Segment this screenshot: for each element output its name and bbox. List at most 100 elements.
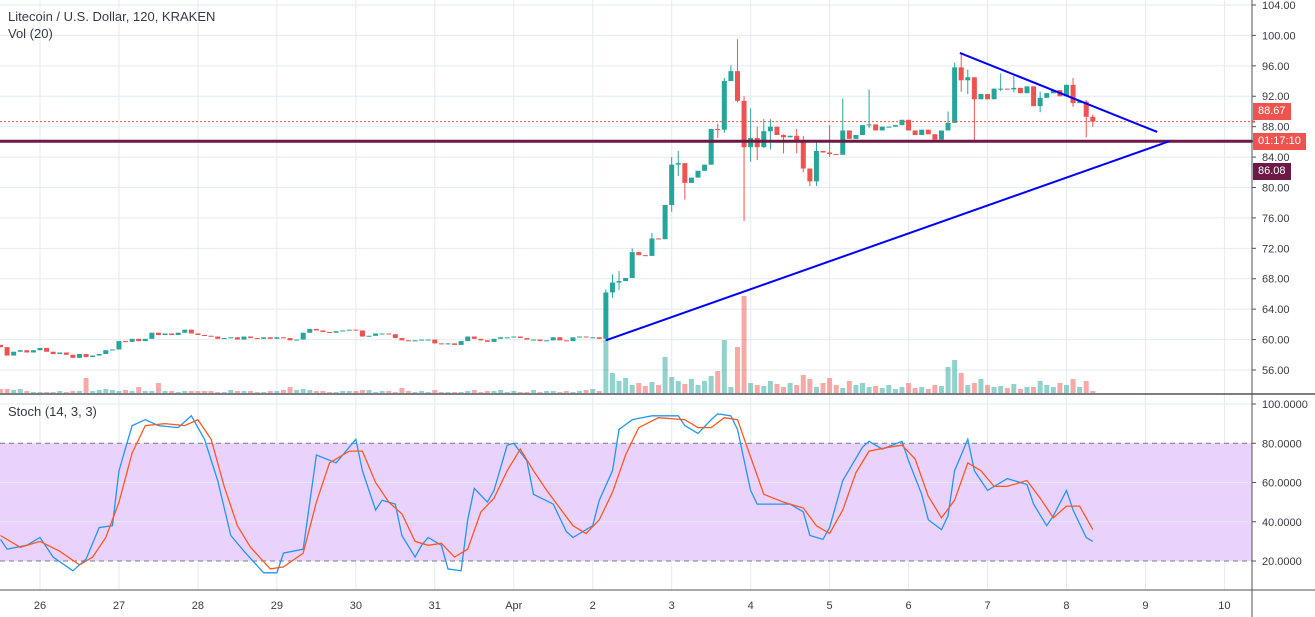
candle-up xyxy=(991,88,997,100)
volume-bar xyxy=(636,383,642,393)
volume-bar xyxy=(24,391,30,393)
volume-bar xyxy=(998,386,1004,393)
candle-up xyxy=(544,340,550,342)
price-tick-label: 88.00 xyxy=(1262,122,1290,134)
time-tick-label: 31 xyxy=(429,600,441,612)
volume-bar xyxy=(280,390,286,393)
candle-down xyxy=(1031,86,1037,107)
candle-up xyxy=(531,339,536,341)
candle-up xyxy=(892,125,898,127)
last-price-label: 88.67 xyxy=(1253,103,1291,120)
volume-bar xyxy=(952,360,958,393)
candle-down xyxy=(912,130,918,136)
candle-up xyxy=(787,135,793,138)
stoch-band-fill xyxy=(0,443,1252,561)
candle-up xyxy=(294,339,300,341)
volume-bar xyxy=(985,385,991,393)
volume-bar xyxy=(879,388,885,393)
candle-down xyxy=(1070,84,1076,104)
candle-up xyxy=(458,341,464,345)
candle-down xyxy=(208,335,214,337)
volume-bars xyxy=(0,296,1096,393)
candle-up xyxy=(938,130,944,140)
volume-bar xyxy=(353,391,359,393)
time-tick-label: 7 xyxy=(984,600,990,612)
time-tick-label: 27 xyxy=(113,600,125,612)
volume-bar xyxy=(188,391,194,393)
volume-bar xyxy=(109,390,115,393)
volume-bar xyxy=(399,388,405,393)
volume-bar xyxy=(748,383,754,393)
volume-bar xyxy=(37,392,43,393)
volume-bar xyxy=(57,391,63,393)
candle-down xyxy=(123,341,129,343)
candle-up xyxy=(623,277,629,282)
time-tick-label: 8 xyxy=(1063,600,1069,612)
volume-bar xyxy=(228,390,234,393)
volume-bar xyxy=(656,385,662,393)
volume-bar xyxy=(702,381,708,393)
candle-up xyxy=(1077,101,1083,104)
price-tick-label: 60.00 xyxy=(1262,335,1290,347)
candle-down xyxy=(827,152,833,155)
candle-up xyxy=(162,333,168,336)
candle-down xyxy=(807,168,813,182)
volume-bar xyxy=(182,391,188,393)
volume-bar xyxy=(1017,389,1023,393)
volume-bar xyxy=(583,390,589,393)
candle-down xyxy=(452,343,458,345)
candle-down xyxy=(932,134,938,140)
candle-down xyxy=(517,336,523,339)
candle-up xyxy=(175,332,181,336)
volume-bar xyxy=(83,378,89,393)
candle-up xyxy=(373,333,379,336)
trendline xyxy=(605,140,1171,342)
candle-down xyxy=(656,238,662,240)
price-tick-label: 56.00 xyxy=(1262,365,1290,377)
volume-bar xyxy=(50,392,56,393)
candle-up xyxy=(221,338,227,340)
candle-up xyxy=(649,238,655,256)
candle-down xyxy=(1017,87,1023,94)
candle-down xyxy=(188,329,194,334)
candle-up xyxy=(879,126,885,131)
candle-down xyxy=(63,352,69,355)
volume-bar xyxy=(787,383,793,393)
volume-bar xyxy=(800,375,806,393)
candle-up xyxy=(491,338,497,342)
candle-down xyxy=(774,126,780,136)
volume-bar xyxy=(320,391,326,393)
volume-bar xyxy=(241,391,247,393)
candle-up xyxy=(945,122,951,131)
volume-bar xyxy=(103,389,109,393)
volume-bar xyxy=(1090,391,1096,393)
volume-bar xyxy=(169,391,175,393)
candle-up xyxy=(761,131,767,148)
candle-up xyxy=(1050,90,1056,94)
candle-up xyxy=(142,338,148,342)
bar-countdown-label: 01:17:10 xyxy=(1253,133,1306,150)
volume-bar xyxy=(195,391,201,393)
candle-down xyxy=(399,338,405,341)
candle-up xyxy=(11,351,17,356)
volume-bar xyxy=(386,391,392,393)
volume-bar xyxy=(524,392,530,393)
candle-down xyxy=(155,332,161,336)
volume-bar xyxy=(129,391,135,393)
volume-bar xyxy=(452,392,458,393)
volume-bar xyxy=(412,392,418,393)
volume-bar xyxy=(484,391,490,393)
volume-bar xyxy=(774,384,780,393)
volume-bar xyxy=(234,391,240,393)
volume-bar xyxy=(445,392,451,393)
volume-bar xyxy=(1037,381,1043,393)
volume-bar xyxy=(438,392,444,393)
candle-up xyxy=(425,339,431,341)
time-tick-label: 4 xyxy=(748,600,754,612)
candle-down xyxy=(353,329,359,331)
volume-bar xyxy=(254,392,260,393)
volume-bar xyxy=(886,385,892,393)
drawings[interactable] xyxy=(0,51,1252,342)
